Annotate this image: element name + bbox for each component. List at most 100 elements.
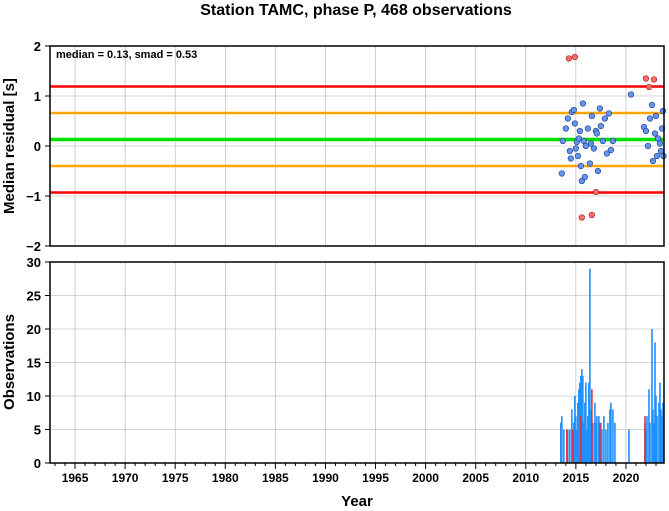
observation-bar (610, 402, 612, 463)
inlier-point (571, 120, 578, 127)
inlier-point (590, 145, 597, 152)
x-tick-label: 1965 (62, 471, 89, 485)
observation-bar (598, 416, 600, 463)
observation-bar (588, 382, 590, 463)
x-tick-label: 2020 (613, 471, 640, 485)
inlier-point (562, 125, 569, 132)
inlier-point (558, 170, 565, 177)
observation-bar (578, 389, 580, 463)
observation-bar (579, 382, 581, 463)
observation-bar (645, 429, 647, 463)
observation-bar (655, 396, 657, 463)
observations-y-axis-label: Observations (1, 314, 18, 410)
observation-bar (595, 422, 597, 463)
year-axis-label: Year (341, 493, 373, 510)
inlier-point (576, 127, 583, 135)
observation-bar (587, 416, 589, 463)
x-tick-label: 1980 (212, 471, 239, 485)
inlier-point (575, 135, 582, 142)
observation-bar (590, 409, 592, 463)
outlier-observation-bar (591, 389, 593, 463)
observation-bar (586, 429, 588, 463)
y-tick-label: 0 (34, 139, 41, 154)
outlier-observation-bar (599, 422, 601, 463)
observation-bar (656, 416, 658, 463)
residual-y-axis-label: Median residual [s] (1, 78, 18, 214)
inlier-point (582, 142, 589, 150)
observation-bar (614, 422, 616, 463)
y-tick-label: 25 (27, 289, 41, 304)
x-tick-label: 1995 (362, 471, 389, 485)
outlier-observation-bar (580, 416, 582, 463)
inlier-point (567, 155, 574, 162)
outlier-point (645, 83, 653, 91)
observation-bar (648, 389, 650, 463)
inlier-point (594, 167, 601, 175)
observation-bar (567, 429, 569, 463)
observation-bar (585, 382, 587, 463)
residual-panel: 2 1 0 −1 −2 median = 0.13, smad = 0.53 Media… (1, 39, 667, 254)
inlier-point (577, 162, 584, 170)
y-tick-label: 10 (27, 389, 41, 404)
y-tick-label: 0 (34, 456, 41, 471)
observation-bar (646, 416, 648, 463)
outlier-point (565, 55, 572, 62)
y-tick-label: 15 (27, 356, 41, 371)
inlier-point (579, 100, 586, 107)
outlier-point (650, 76, 658, 83)
inlier-point (572, 145, 579, 152)
observation-bar (654, 342, 656, 463)
observation-bar (583, 422, 585, 463)
inlier-point (599, 137, 607, 145)
observations-panel: 0 5 10 15 20 25 30 1965 1970 1975 1980 1985 1990 199… (1, 255, 665, 510)
inlier-point (566, 147, 573, 155)
observation-bar (592, 422, 594, 463)
x-tick-label: 2000 (412, 471, 439, 485)
inlier-point (596, 105, 603, 112)
inlier-point (597, 122, 604, 130)
observation-bar (659, 382, 661, 463)
inlier-point (651, 130, 659, 137)
inlier-point (588, 112, 595, 120)
stats-annotation: median = 0.13, smad = 0.53 (56, 49, 197, 61)
observation-bar (575, 416, 577, 463)
y-tick-label: −1 (26, 189, 41, 204)
observation-bar (582, 375, 584, 463)
observation-bar (612, 409, 614, 463)
outlier-point (578, 214, 585, 221)
inlier-point (627, 91, 635, 98)
observation-bar (584, 402, 586, 463)
y-tick-label: −2 (26, 239, 41, 254)
inlier-point (646, 115, 654, 122)
inlier-point (648, 101, 656, 109)
inlier-point (559, 137, 566, 145)
inlier-point (584, 125, 591, 132)
y-tick-label: 1 (34, 89, 41, 104)
inlier-point (652, 112, 660, 120)
inlier-point (659, 107, 667, 115)
y-tick-label: 2 (34, 39, 41, 54)
observation-bar (607, 422, 609, 463)
observation-bar (574, 396, 576, 463)
observation-bar (661, 416, 663, 463)
observation-bar (576, 429, 578, 463)
observation-bar (662, 402, 664, 463)
observation-bar (571, 409, 573, 463)
inlier-point (653, 152, 661, 160)
observation-bar (600, 422, 602, 463)
observation-bar (594, 402, 596, 463)
observation-bar (609, 409, 611, 463)
x-tick-label: 1975 (162, 471, 189, 485)
observation-bar (628, 429, 630, 463)
inlier-point (570, 106, 577, 114)
observation-bar (653, 422, 655, 463)
observation-bar (603, 416, 605, 463)
observation-bar (569, 429, 571, 463)
inlier-point (586, 160, 593, 167)
inlier-point (607, 146, 615, 154)
x-tick-label: 1985 (262, 471, 289, 485)
inlier-point (581, 173, 588, 181)
observation-bar (563, 429, 565, 463)
observation-bar (652, 409, 654, 463)
y-tick-label: 5 (34, 423, 41, 438)
